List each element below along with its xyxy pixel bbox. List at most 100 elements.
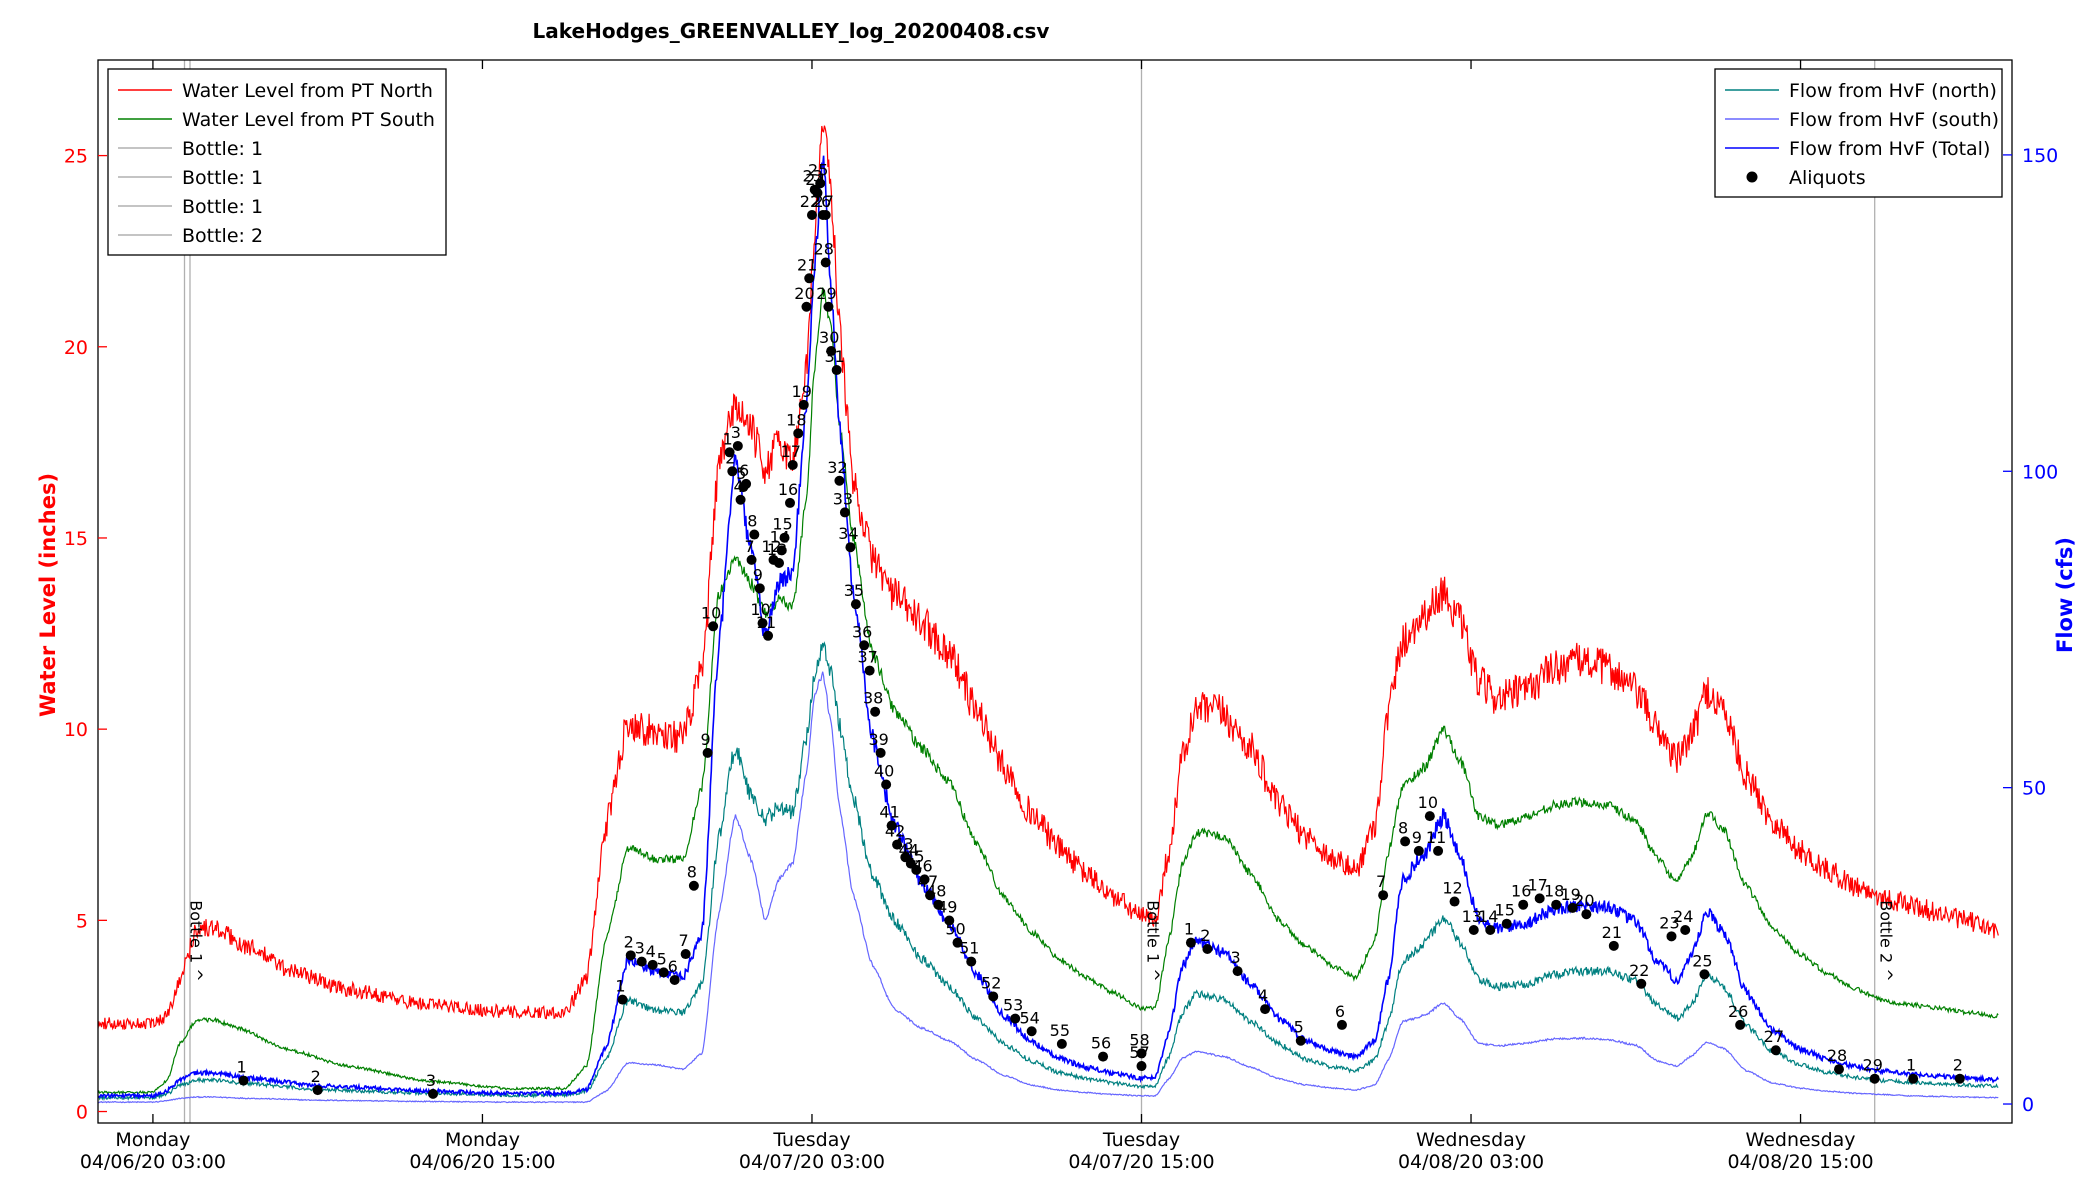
aliquot-point [1185,937,1196,948]
x-tick-label-date: 04/06/20 03:00 [80,1151,226,1173]
aliquot-point [735,494,746,505]
y-tick-label-left: 10 [64,719,88,741]
aliquot-label: 10 [701,603,721,622]
aliquot-label: 21 [1602,923,1622,942]
y-tick-label-left: 0 [76,1102,88,1124]
aliquot-point [785,497,796,508]
aliquot-point [1534,893,1545,904]
aliquot-point [864,665,875,676]
plot-frame [97,59,2013,1124]
x-tick-label-day: Wednesday [1746,1129,1856,1151]
plot-layer: 1231234567891012345678910111213141516171… [98,60,2000,1123]
aliquot-point [754,583,765,594]
aliquot-point [820,210,831,221]
x-tick-label-date: 04/07/20 15:00 [1068,1151,1214,1173]
aliquot-point [815,178,826,189]
aliquot-point [428,1088,439,1099]
aliquot-label: 1 [236,1058,246,1077]
aliquot-label: 47 [918,872,938,891]
aliquot-point [1680,925,1691,936]
aliquot-label: 5 [1294,1018,1304,1037]
x-tick-label-date: 04/07/20 03:00 [739,1151,885,1173]
aliquot-label: 19 [792,382,812,401]
bottle-marker-label: Bottle 2 ^ [1877,900,1896,981]
aliquot-label: 50 [945,920,965,939]
aliquot-point [779,532,790,543]
aliquot-point [1501,918,1512,929]
aliquot-point [787,459,798,470]
aliquot-label: 1 [722,429,732,448]
aliquot-label: 23 [1659,913,1679,932]
aliquot-point [647,959,658,970]
y-tick-label-right: 100 [2022,461,2058,483]
aliquot-label: 22 [1629,961,1649,980]
aliquot-point [724,447,735,458]
legend-entry-label: Flow from HvF (south) [1789,109,1999,131]
aliquot-point [820,257,831,268]
aliquot-label: 1 [1906,1056,1916,1075]
chart-title: LakeHodges_GREENVALLEY_log_20200408.csv [533,19,1050,43]
aliquot-label: 18 [786,410,806,429]
aliquot-label: 45 [904,847,924,866]
aliquot-label: 20 [794,284,814,303]
aliquot-point [870,706,881,717]
aliquot-label: 5 [736,464,746,483]
bottle-marker-label: Bottle 1 ^ [187,900,206,981]
aliquot-point [776,545,787,556]
aliquot-point [1136,1061,1147,1072]
x-tick-label-date: 04/06/20 15:00 [409,1151,555,1173]
aliquot-label: 2 [624,932,634,951]
aliquot-label: 20 [1574,891,1594,910]
aliquot-label: 7 [1376,872,1386,891]
aliquot-label: 8 [687,863,697,882]
aliquot-point [1098,1051,1109,1062]
y-tick-label-right: 150 [2022,145,2058,167]
aliquot-point [919,874,930,885]
aliquot-point [708,621,719,632]
aliquot-point [1567,902,1578,913]
aliquot-label: 28 [814,239,834,258]
legend-entry-label: Water Level from PT South [182,109,435,131]
aliquot-point [702,747,713,758]
y-tick-label-right: 50 [2022,778,2046,800]
aliquot-point [1518,899,1529,910]
aliquot-point [1636,978,1647,989]
aliquot-label: 6 [1335,1002,1345,1021]
aliquot-label: 2 [1953,1056,1963,1075]
legend-left: Water Level from PT North Water Level fro… [107,68,447,256]
aliquot-point [669,975,680,986]
aliquot-point [1202,943,1213,954]
aliquot-point [806,210,817,221]
plot-area: 1231234567891012345678910111213141516171… [98,60,2000,1123]
aliquot-point [1869,1073,1880,1084]
aliquot-point [1433,845,1444,856]
aliquot-label: 2 [725,448,735,467]
aliquot-label: 8 [747,512,757,531]
aliquot-point [746,554,757,565]
aliquot-point [1468,925,1479,936]
y-tick-label-left: 25 [64,146,88,168]
aliquot-label: 16 [1511,882,1531,901]
aliquot-point [1954,1073,1965,1084]
aliquot-label: 32 [827,458,847,477]
aliquot-label: 12 [761,537,781,556]
aliquot-point [636,956,647,967]
aliquot-point [892,839,903,850]
x-tick-label-date: 04/08/20 15:00 [1727,1151,1873,1173]
aliquot-point [1908,1073,1919,1084]
aliquot-point [749,529,760,540]
aliquot-label: 1 [615,977,625,996]
aliquot-label: 54 [1019,1008,1039,1027]
aliquot-label: 46 [912,856,932,875]
y-tick-label-left: 20 [64,337,88,359]
aliquot-label: 1 [1184,920,1194,939]
aliquot-point [831,365,842,376]
aliquot-label: 39 [868,730,888,749]
aliquot-label: 41 [879,803,899,822]
aliquot-label: 28 [1827,1046,1847,1065]
aliquot-label: 9 [753,565,763,584]
aliquot-point [757,618,768,629]
aliquot-label: 2 [311,1067,321,1086]
aliquot-point [966,956,977,967]
